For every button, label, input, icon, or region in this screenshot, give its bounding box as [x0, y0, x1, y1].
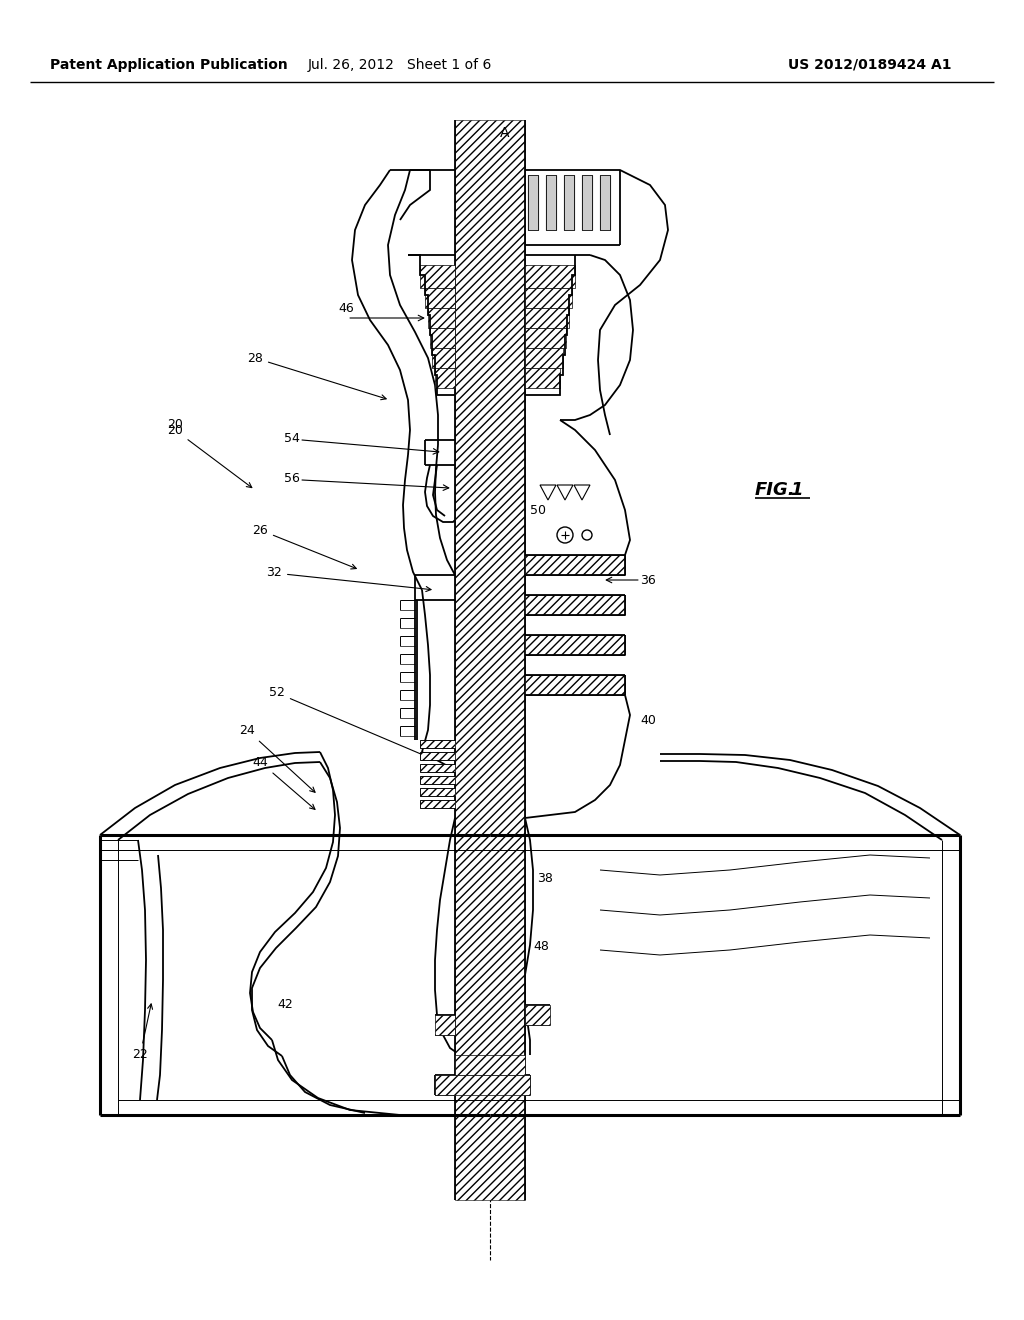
Text: US 2012/0189424 A1: US 2012/0189424 A1 [788, 58, 951, 73]
Bar [425, 288, 455, 308]
Text: 44: 44 [252, 755, 315, 809]
Text: 52: 52 [269, 686, 431, 759]
Bar [510, 176, 520, 230]
Text: Patent Application Publication: Patent Application Publication [50, 58, 288, 73]
Bar [420, 752, 455, 760]
Bar [525, 635, 625, 655]
Bar [525, 368, 560, 388]
Text: 26: 26 [252, 524, 356, 569]
Bar [420, 788, 455, 796]
Text: A: A [500, 125, 510, 140]
Text: 20: 20 [167, 418, 183, 432]
Text: 20: 20 [167, 424, 252, 487]
Bar [525, 675, 625, 696]
Text: 38: 38 [537, 871, 553, 884]
Bar [525, 595, 625, 615]
Text: 1: 1 [790, 480, 803, 499]
Bar [546, 176, 556, 230]
Bar [525, 265, 575, 288]
Text: 30: 30 [572, 634, 588, 647]
Bar [525, 1005, 550, 1026]
Text: FIG.: FIG. [755, 480, 796, 499]
Bar [430, 327, 455, 348]
Text: 54: 54 [284, 432, 300, 445]
Bar [435, 368, 455, 388]
Bar [420, 265, 455, 288]
Text: 38: 38 [530, 371, 546, 384]
Bar [428, 308, 455, 327]
Bar [600, 176, 610, 230]
Bar [455, 1055, 525, 1074]
Bar [435, 1015, 455, 1035]
Text: Jul. 26, 2012   Sheet 1 of 6: Jul. 26, 2012 Sheet 1 of 6 [308, 58, 493, 73]
Text: 22: 22 [132, 1005, 153, 1061]
Text: 56: 56 [284, 471, 300, 484]
Bar [582, 176, 592, 230]
Polygon shape [574, 484, 590, 500]
Text: 40: 40 [640, 714, 656, 726]
Text: 48: 48 [534, 940, 549, 953]
Text: 36: 36 [640, 573, 655, 586]
Bar [420, 800, 455, 808]
Text: A: A [498, 125, 508, 140]
Polygon shape [557, 484, 573, 500]
Text: 42: 42 [278, 998, 293, 1011]
Polygon shape [540, 484, 556, 500]
Text: 46: 46 [338, 301, 353, 314]
Text: 24: 24 [240, 723, 315, 792]
Bar [420, 764, 455, 772]
Text: 50: 50 [530, 503, 546, 516]
Bar [525, 348, 563, 368]
Text: 32: 32 [266, 566, 431, 591]
Bar [564, 176, 574, 230]
Bar [420, 741, 455, 748]
Bar [432, 348, 455, 368]
Bar [525, 288, 572, 308]
Bar [435, 1074, 530, 1096]
Text: 28: 28 [247, 351, 386, 400]
Bar [525, 327, 566, 348]
Bar [455, 120, 525, 1200]
Bar [420, 776, 455, 784]
Bar [528, 176, 538, 230]
Bar [525, 308, 569, 327]
Bar [525, 554, 625, 576]
